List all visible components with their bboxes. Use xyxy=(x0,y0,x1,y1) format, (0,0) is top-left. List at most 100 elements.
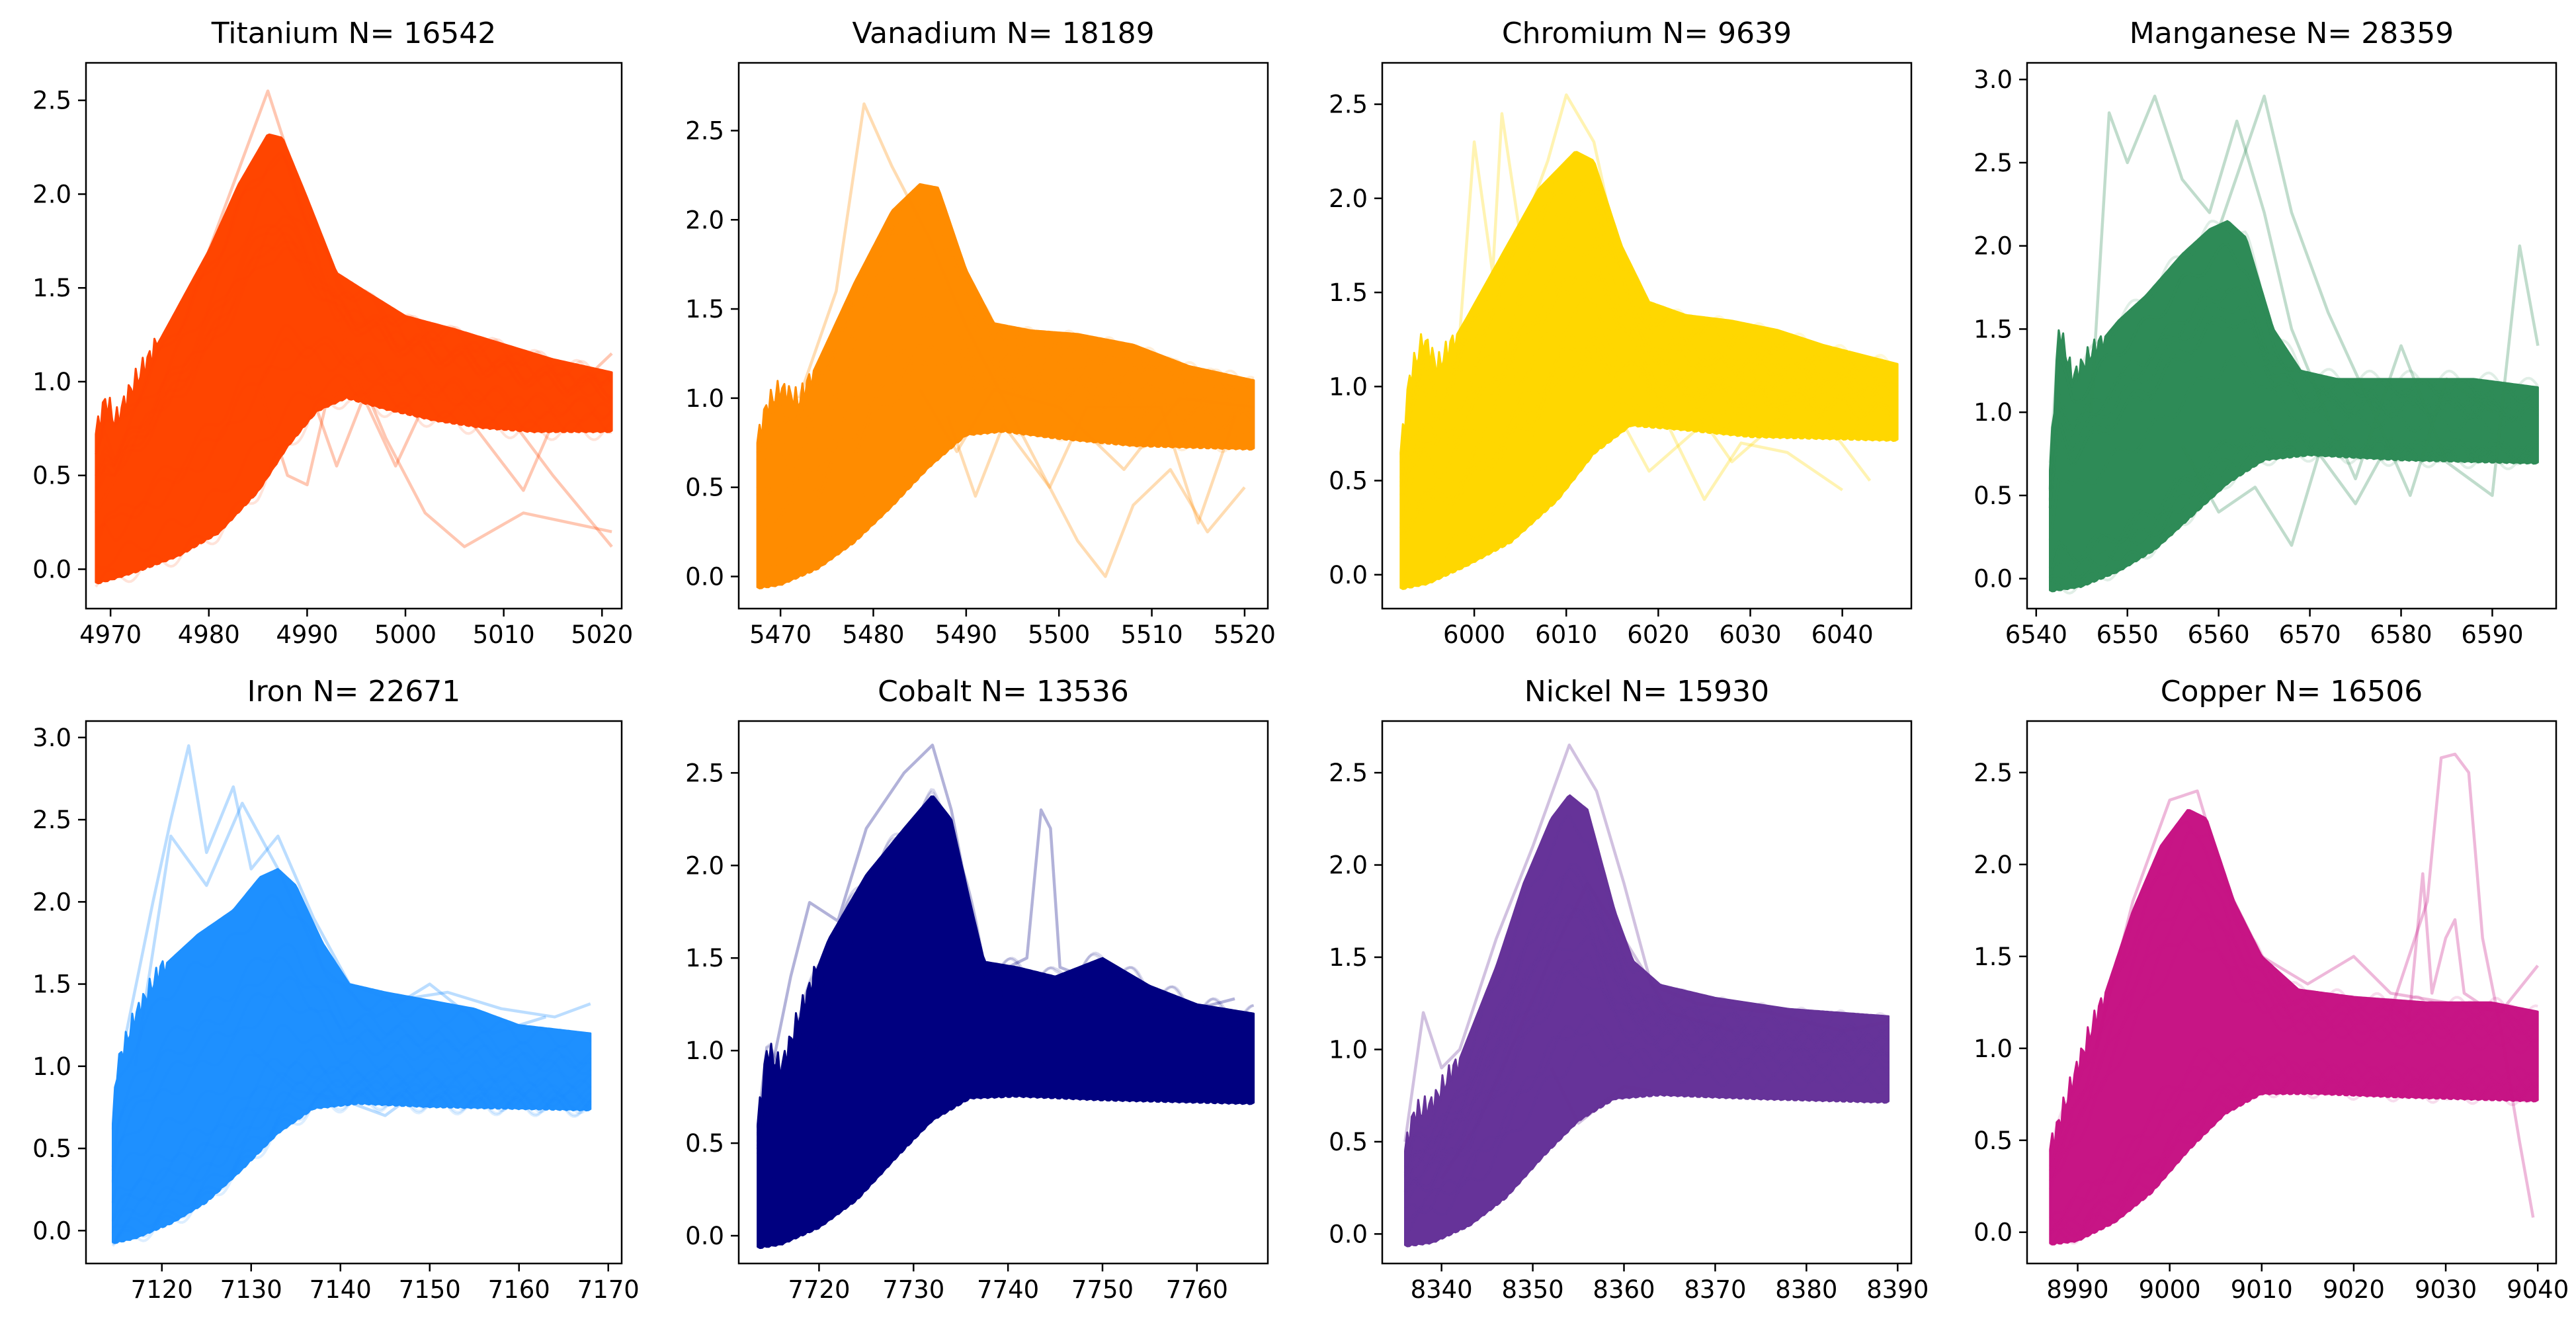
x-tick-label: 6010 xyxy=(1535,621,1597,649)
spectrum-line xyxy=(111,991,591,1182)
spectrum-line xyxy=(112,1078,591,1229)
spectrum-line xyxy=(2049,1071,2538,1236)
outlier-spectrum xyxy=(1007,808,1085,978)
spectrum-line xyxy=(95,324,613,537)
spectrum-line xyxy=(756,269,1255,496)
spectrum-line xyxy=(1399,400,1899,582)
spectrum-line xyxy=(111,1092,592,1247)
x-tick-label: 8990 xyxy=(2046,1275,2108,1304)
y-tick-label: 1.5 xyxy=(32,970,71,999)
spectrum-line xyxy=(757,400,1255,566)
outlier-spectrum xyxy=(875,1076,942,1099)
x-tick-label: 7140 xyxy=(310,1275,372,1304)
spectrum-line xyxy=(2048,425,2539,569)
y-tick-label: 2.5 xyxy=(32,87,71,115)
plot-area xyxy=(111,744,592,1247)
y-tick-label: 2.0 xyxy=(685,206,724,234)
y-tick-label: 1.0 xyxy=(685,1037,724,1065)
outlier-spectrum xyxy=(1509,328,1798,464)
spectrum-line xyxy=(95,247,612,492)
spectrum-line xyxy=(1399,188,1899,478)
spectra-band xyxy=(2049,220,2539,593)
subplot-1: 4970 4980 4990 5000 5010 5020 0.0 0.5 1.0 1.5 2.0 2… xyxy=(32,17,633,649)
spectrum-line xyxy=(1403,959,1890,1192)
spectrum-line xyxy=(757,1030,1255,1215)
subplot-title: Titanium N= 16542 xyxy=(211,17,497,50)
subplot-title: Iron N= 22671 xyxy=(247,675,461,708)
spectrum-line xyxy=(1403,868,1889,1174)
x-tick-label: 9000 xyxy=(2139,1275,2201,1304)
outlier-spectrum xyxy=(770,744,1235,1070)
x-tick-label: 4990 xyxy=(276,621,338,649)
x-tick-label: 8360 xyxy=(1593,1275,1655,1304)
outlier-spectrum xyxy=(1440,882,1734,1179)
y-tick-label: 1.5 xyxy=(1329,943,1368,972)
x-tick-label: 9020 xyxy=(2323,1275,2385,1304)
spectrum-line xyxy=(95,241,613,480)
spectrum-line xyxy=(1403,908,1890,1193)
spectrum-line xyxy=(1404,952,1890,1203)
subplot-4: 6540 6550 6560 6570 6580 6590 0.0 0.5 1.0 1.5 2.0 2… xyxy=(1974,17,2557,649)
spectrum-line xyxy=(2049,1073,2539,1238)
spectrum-line xyxy=(2048,427,2539,578)
spectrum-line xyxy=(95,346,613,542)
spectrum-line xyxy=(2049,1047,2539,1223)
plot-area xyxy=(756,102,1255,589)
x-tick-label: 5520 xyxy=(1214,621,1276,649)
x-tick-label: 5020 xyxy=(571,621,633,649)
y-tick-label: 2.0 xyxy=(1974,851,2013,879)
spectra-band xyxy=(757,795,1255,1250)
spectrum-line xyxy=(1404,934,1889,1194)
spectrum-line xyxy=(1403,903,1890,1178)
x-tick-label: 7720 xyxy=(788,1275,850,1304)
spectrum-line xyxy=(2050,1054,2539,1234)
y-tick-label: 0.5 xyxy=(685,1129,724,1158)
spectrum-line xyxy=(111,943,592,1168)
axes-frame xyxy=(1381,62,1913,610)
outlier-spectrum xyxy=(2089,95,2540,497)
spectra-band xyxy=(95,133,613,585)
spectrum-line xyxy=(2048,821,2538,1152)
spectrum-line xyxy=(1403,903,1889,1185)
x-tick-label: 6540 xyxy=(2005,621,2067,649)
spectrum-line xyxy=(111,1090,592,1246)
y-tick-label: 2.5 xyxy=(685,116,724,145)
y-tick-label: 1.0 xyxy=(685,384,724,413)
y-tick-label: 0.5 xyxy=(1329,467,1368,495)
spectrum-line xyxy=(2048,302,2540,500)
spectrum-line xyxy=(756,200,1255,461)
x-tick-label: 6020 xyxy=(1627,621,1689,649)
spectrum-line xyxy=(2048,220,2540,463)
spectrum-line xyxy=(95,390,613,588)
axes-frame xyxy=(2026,720,2557,1265)
axes-frame xyxy=(85,720,623,1265)
y-tick-label: 3.0 xyxy=(32,724,71,752)
x-tick-label: 7120 xyxy=(131,1275,193,1304)
spectrum-line xyxy=(111,1087,592,1245)
subplot-3: 6000 6010 6020 6030 6040 0.0 0.5 1.0 1.5 2.0 2.5 Ch… xyxy=(1329,17,1913,649)
spectra-band xyxy=(2049,809,2539,1246)
axes-frame xyxy=(85,62,623,610)
y-tick-label: 0.0 xyxy=(1329,561,1368,589)
y-tick-label: 1.5 xyxy=(1974,315,2013,343)
subplot-title: Vanadium N= 18189 xyxy=(852,17,1154,50)
spectrum-line xyxy=(1399,328,1899,525)
spectrum-line xyxy=(2048,830,2539,1167)
x-tick-label: 6590 xyxy=(2461,621,2523,649)
plot-area xyxy=(2048,752,2539,1247)
y-tick-label: 2.5 xyxy=(1974,149,2013,177)
spectrum-line xyxy=(756,995,1255,1211)
y-tick-label: 2.0 xyxy=(685,851,724,880)
spectrum-line xyxy=(757,414,1255,584)
spectrum-line xyxy=(1403,875,1890,1168)
outlier-spectrum xyxy=(798,102,1246,578)
spectrum-line xyxy=(1399,272,1899,496)
x-tick-label: 8350 xyxy=(1502,1275,1564,1304)
spectrum-line xyxy=(94,225,612,476)
y-tick-label: 0.0 xyxy=(1974,565,2013,593)
spectrum-line xyxy=(2049,914,2539,1179)
spectra-band xyxy=(1404,794,1890,1248)
spectrum-line xyxy=(1399,335,1899,535)
y-tick-label: 0.5 xyxy=(1974,1127,2013,1155)
spectrum-line xyxy=(1399,243,1899,483)
